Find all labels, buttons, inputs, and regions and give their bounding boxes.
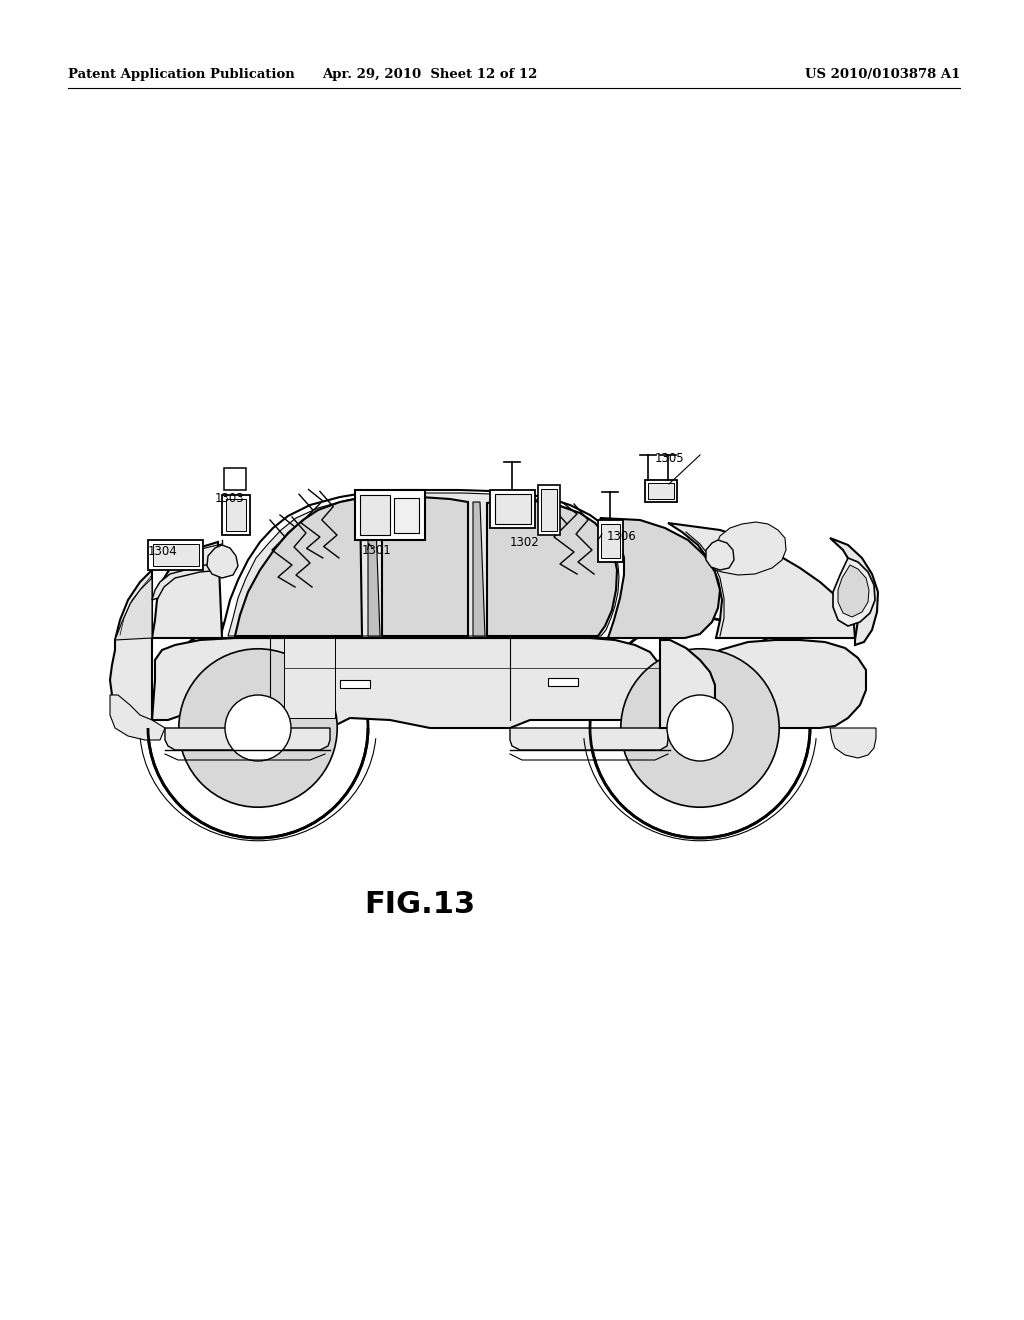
Text: 1305: 1305 xyxy=(655,451,685,465)
Polygon shape xyxy=(548,678,578,686)
Bar xyxy=(495,494,531,524)
Polygon shape xyxy=(830,539,878,645)
Bar xyxy=(541,488,557,531)
Polygon shape xyxy=(340,680,370,688)
Polygon shape xyxy=(715,521,786,576)
Bar xyxy=(222,495,250,535)
Bar xyxy=(226,499,246,531)
Bar xyxy=(648,483,674,499)
Polygon shape xyxy=(284,638,335,718)
Text: US 2010/0103878 A1: US 2010/0103878 A1 xyxy=(805,69,961,81)
Polygon shape xyxy=(473,502,485,636)
Polygon shape xyxy=(487,499,617,636)
Bar xyxy=(153,544,199,566)
Text: 1306: 1306 xyxy=(607,531,637,543)
Polygon shape xyxy=(833,558,874,626)
Polygon shape xyxy=(207,545,238,578)
Text: FIG.13: FIG.13 xyxy=(365,890,475,919)
Circle shape xyxy=(148,618,368,838)
Circle shape xyxy=(621,649,779,808)
Polygon shape xyxy=(220,490,626,638)
Polygon shape xyxy=(110,570,152,719)
Polygon shape xyxy=(510,729,668,750)
Polygon shape xyxy=(382,496,468,636)
Text: Patent Application Publication: Patent Application Publication xyxy=(68,69,295,81)
Polygon shape xyxy=(830,729,876,758)
Bar xyxy=(224,469,246,490)
Polygon shape xyxy=(660,640,715,729)
Bar xyxy=(490,490,535,528)
Bar xyxy=(148,540,203,570)
Polygon shape xyxy=(234,498,362,636)
Circle shape xyxy=(225,696,291,762)
Bar xyxy=(538,484,560,535)
Text: Apr. 29, 2010  Sheet 12 of 12: Apr. 29, 2010 Sheet 12 of 12 xyxy=(323,69,538,81)
Polygon shape xyxy=(152,638,866,729)
Polygon shape xyxy=(152,562,222,601)
Bar xyxy=(601,524,620,558)
Circle shape xyxy=(590,618,810,838)
Bar xyxy=(645,480,677,502)
Circle shape xyxy=(179,649,337,808)
Polygon shape xyxy=(228,492,618,636)
Text: 1304: 1304 xyxy=(148,545,178,558)
Polygon shape xyxy=(152,543,222,638)
Polygon shape xyxy=(838,565,869,616)
Text: 1303: 1303 xyxy=(215,492,245,506)
Circle shape xyxy=(667,696,733,762)
Polygon shape xyxy=(706,540,734,570)
Bar xyxy=(360,495,390,535)
Polygon shape xyxy=(368,498,380,636)
Bar xyxy=(394,498,419,533)
Bar xyxy=(598,520,623,562)
Polygon shape xyxy=(600,517,720,638)
Bar xyxy=(355,490,425,540)
Polygon shape xyxy=(110,696,165,741)
Text: 1301: 1301 xyxy=(362,544,392,557)
Polygon shape xyxy=(115,578,152,640)
Text: 1302: 1302 xyxy=(510,536,540,549)
Polygon shape xyxy=(165,729,330,750)
Polygon shape xyxy=(668,523,855,638)
